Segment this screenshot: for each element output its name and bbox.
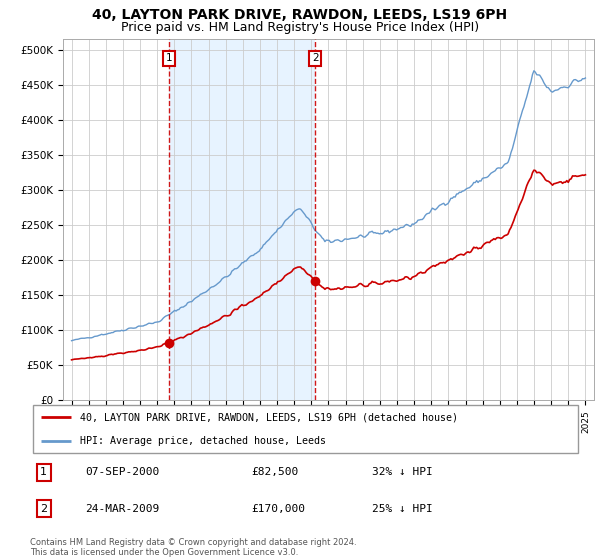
Text: 24-MAR-2009: 24-MAR-2009 (85, 504, 160, 514)
Text: 40, LAYTON PARK DRIVE, RAWDON, LEEDS, LS19 6PH: 40, LAYTON PARK DRIVE, RAWDON, LEEDS, LS… (92, 8, 508, 22)
Text: 1: 1 (40, 468, 47, 478)
Text: 07-SEP-2000: 07-SEP-2000 (85, 468, 160, 478)
Text: Contains HM Land Registry data © Crown copyright and database right 2024.
This d: Contains HM Land Registry data © Crown c… (30, 538, 356, 557)
Text: HPI: Average price, detached house, Leeds: HPI: Average price, detached house, Leed… (80, 436, 326, 446)
Text: 2: 2 (40, 504, 47, 514)
Text: 2: 2 (312, 53, 319, 63)
FancyBboxPatch shape (33, 405, 578, 452)
Text: £170,000: £170,000 (251, 504, 305, 514)
Text: Price paid vs. HM Land Registry's House Price Index (HPI): Price paid vs. HM Land Registry's House … (121, 21, 479, 34)
Text: 1: 1 (166, 53, 172, 63)
Text: 40, LAYTON PARK DRIVE, RAWDON, LEEDS, LS19 6PH (detached house): 40, LAYTON PARK DRIVE, RAWDON, LEEDS, LS… (80, 412, 458, 422)
Text: 32% ↓ HPI: 32% ↓ HPI (372, 468, 433, 478)
Bar (169, 39, 316, 400)
Text: £82,500: £82,500 (251, 468, 298, 478)
Text: 25% ↓ HPI: 25% ↓ HPI (372, 504, 433, 514)
